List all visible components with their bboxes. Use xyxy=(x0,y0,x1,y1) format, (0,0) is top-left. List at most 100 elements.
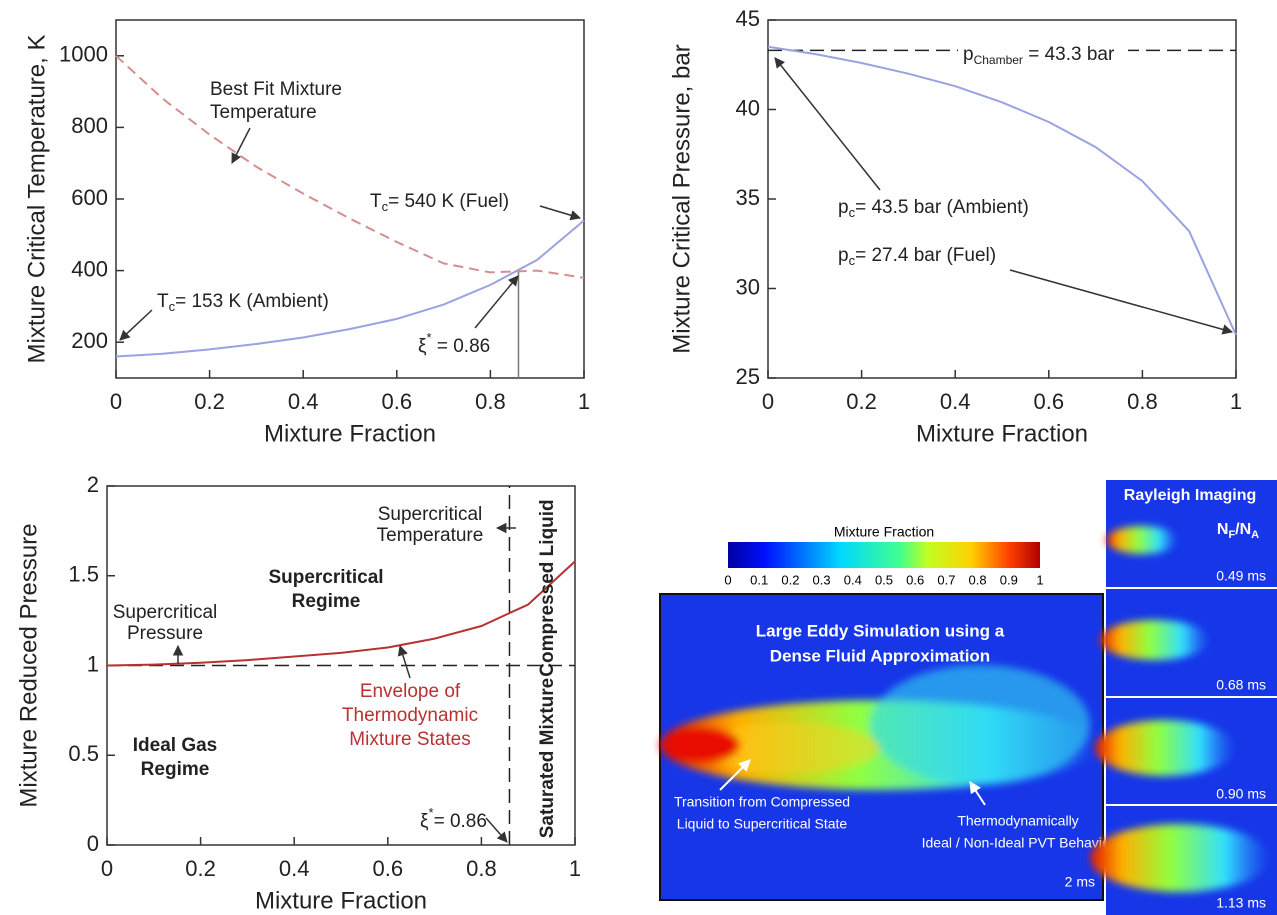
colorbar-tick-label: 0.2 xyxy=(781,572,799,587)
arrow xyxy=(485,817,508,843)
x-tick-label: 0 xyxy=(110,389,122,414)
annotation: Tc= 540 K (Fuel) xyxy=(370,191,509,214)
y-tick-label: 1 xyxy=(87,651,99,676)
x-axis-label: Mixture Fraction xyxy=(916,420,1088,447)
colorbar-tick-label: 0.8 xyxy=(969,572,987,587)
plot-frame xyxy=(115,19,585,379)
y-axis-label: Mixture Critical Pressure, bar xyxy=(668,44,695,353)
time-label: 1.13 ms xyxy=(1216,895,1266,911)
colorbar-tick-label: 0.6 xyxy=(906,572,924,587)
y-tick-label: 2 xyxy=(87,472,99,497)
annotation: pc= 43.5 bar (Ambient) xyxy=(838,197,1029,220)
annotation: Tc= 153 K (Ambient) xyxy=(157,291,329,314)
x-axis-label: Mixture Fraction xyxy=(255,887,427,914)
x-tick-label: 0.4 xyxy=(288,389,319,414)
colorbar xyxy=(728,542,1040,568)
colorbar-tick-label: 0.7 xyxy=(937,572,955,587)
y-tick-label: 800 xyxy=(71,113,108,138)
x-tick-label: 0.6 xyxy=(373,856,404,881)
y-tick-label: 35 xyxy=(736,185,760,210)
annotation: Thermodynamic xyxy=(342,705,478,726)
time-label: 0.49 ms xyxy=(1216,568,1266,584)
colorbar-ticks: 0 0.1 0.2 0.3 0.4 0.5 0.6 0.7 0.8 0.9 1 xyxy=(724,572,1043,587)
annotation: Best Fit Mixture xyxy=(210,79,342,100)
annotation: ξ*= 0.86 xyxy=(420,805,487,832)
jet-plume xyxy=(660,665,1100,790)
time-label: 0.68 ms xyxy=(1216,677,1266,693)
colorbar-tick-label: 1 xyxy=(1036,572,1043,587)
annotation: Regime xyxy=(292,591,361,612)
arrow xyxy=(474,275,519,329)
rayleigh-ratio: NF/NA xyxy=(1217,521,1259,541)
x-tick-label: 0 xyxy=(101,856,113,881)
series-line xyxy=(106,560,576,667)
colorbar-tick-label: 0.4 xyxy=(844,572,862,587)
x-tick-label: 1 xyxy=(578,389,590,414)
annotation: pChamber = 43.3 bar xyxy=(963,44,1115,67)
x-tick-label: 0.8 xyxy=(1127,389,1158,414)
colorbar-tick-label: 0.5 xyxy=(875,572,893,587)
time-label: 0.90 ms xyxy=(1216,786,1266,802)
y-tick-label: 1.5 xyxy=(68,562,99,587)
arrow xyxy=(719,759,751,791)
annotation: Temperature xyxy=(210,102,317,123)
label-background xyxy=(958,40,1128,70)
y-tick-label: 30 xyxy=(736,274,760,299)
y-axis-label: Mixture Critical Temperature, K xyxy=(23,35,50,364)
x-axis-label: Mixture Fraction xyxy=(264,420,436,447)
x-tick-label: 0 xyxy=(762,389,774,414)
x-tick-label: 0.2 xyxy=(194,389,225,414)
x-tick-label: 0.2 xyxy=(846,389,877,414)
arrow xyxy=(1009,269,1234,335)
annotation: Mixture States xyxy=(349,729,470,750)
y-tick-label: 45 xyxy=(736,6,760,31)
annotations: Supercritical Temperature Supercritical … xyxy=(113,499,558,843)
arrow xyxy=(397,644,411,679)
annotation: Transition from Compressed xyxy=(674,794,850,810)
panel-title: Large Eddy Simulation using a xyxy=(756,621,1005,640)
annotation: Pressure xyxy=(127,623,203,644)
y-tick-label: 600 xyxy=(71,185,108,210)
rayleigh-title: Rayleigh Imaging xyxy=(1124,487,1256,504)
annotation: Supercritical xyxy=(378,504,483,525)
annotation: Saturated Mixture xyxy=(537,678,558,838)
arrow xyxy=(774,57,881,191)
simulation-panel: Mixture Fraction 0 0.1 0.2 0.3 0.4 0.5 0.6 0.7 0… xyxy=(659,480,1277,915)
annotation: Regime xyxy=(141,759,210,780)
annotation: Liquid to Supercritical State xyxy=(677,816,848,832)
annotation: pc= 27.4 bar (Fuel) xyxy=(838,245,996,268)
x-tick-label: 0.8 xyxy=(466,856,497,881)
annotation: Ideal Gas xyxy=(133,735,218,756)
x-tick-label: 0.8 xyxy=(475,389,506,414)
colorbar-tick-label: 0.1 xyxy=(750,572,768,587)
annotation: Temperature xyxy=(377,525,484,546)
series-line xyxy=(115,55,585,279)
annotation: ξ* = 0.86 xyxy=(418,330,490,357)
series-line xyxy=(115,219,585,358)
chart: 0 0.2 0.4 0.6 0.8 1 0 0.5 1 1.5 2 Mixture Fraction M… xyxy=(15,472,581,915)
arrow xyxy=(119,309,153,341)
y-tick-label: 0 xyxy=(87,831,99,856)
colorbar-label: Mixture Fraction xyxy=(834,524,934,540)
x-tick-label: 0.6 xyxy=(1034,389,1065,414)
rayleigh-jets xyxy=(1090,526,1270,892)
annotation: Envelope of xyxy=(360,681,461,702)
colorbar-tick-label: 0.9 xyxy=(1000,572,1018,587)
annotation: Supercritical xyxy=(268,567,383,588)
arrow xyxy=(539,205,582,221)
annotation: Ideal / Non-Ideal PVT Behavior xyxy=(922,835,1115,851)
chart: 0 0.2 0.4 0.6 0.8 1 200 400 600 800 1000 Mixture Fr… xyxy=(23,19,590,447)
y-tick-label: 40 xyxy=(736,95,760,120)
y-tick-label: 25 xyxy=(736,364,760,389)
annotations: Best Fit Mixture Temperature Tc= 540 K (… xyxy=(119,79,582,357)
y-tick-label: 400 xyxy=(71,256,108,281)
y-tick-label: 1000 xyxy=(59,42,108,67)
colorbar-tick-label: 0.3 xyxy=(813,572,831,587)
time-label: 2 ms xyxy=(1065,874,1095,890)
x-tick-label: 0.4 xyxy=(940,389,971,414)
annotation: Compressed Liquid xyxy=(537,499,558,676)
annotation: Thermodynamically xyxy=(957,813,1078,829)
annotation: Supercritical xyxy=(113,602,218,623)
